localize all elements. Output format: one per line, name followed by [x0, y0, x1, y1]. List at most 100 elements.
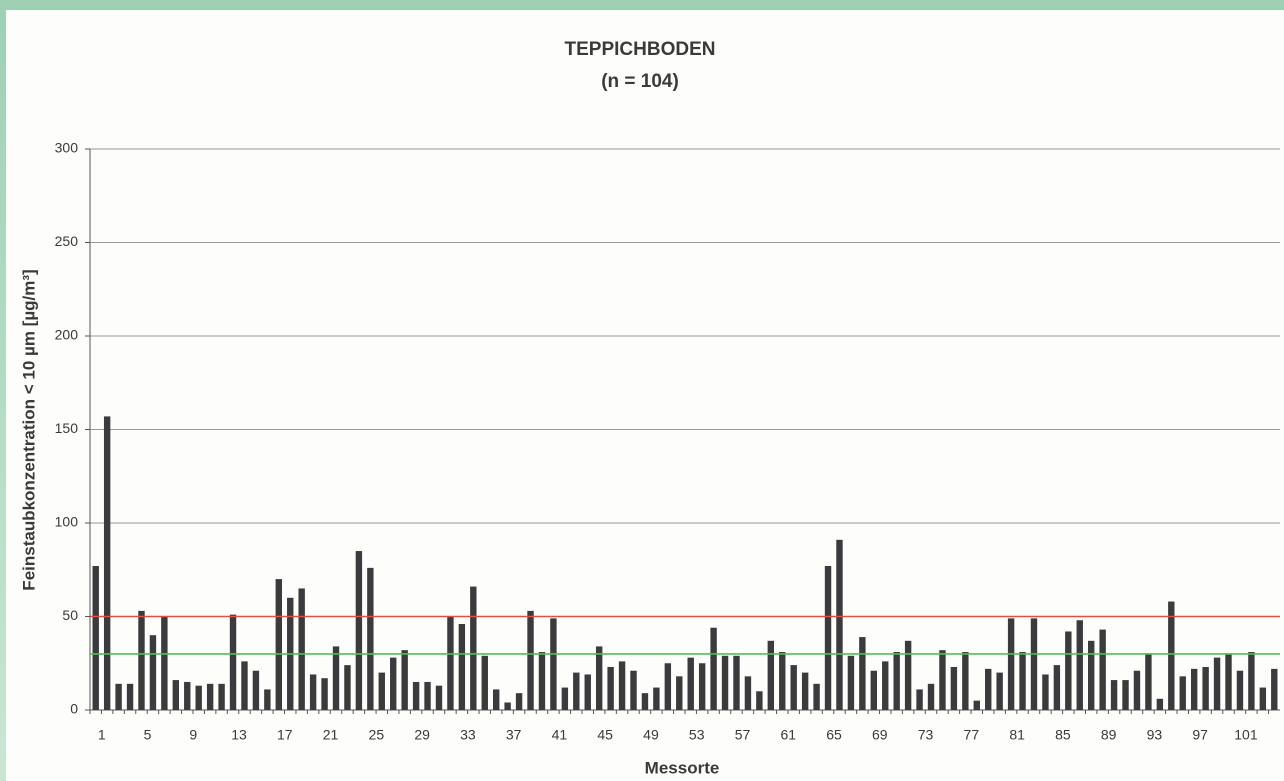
bar — [218, 683, 225, 710]
y-tick-label: 150 — [55, 420, 79, 436]
x-tick-label: 93 — [1147, 727, 1163, 743]
bar — [733, 655, 740, 710]
bar — [321, 678, 328, 710]
bar — [1225, 653, 1232, 710]
x-tick-label: 9 — [189, 727, 197, 743]
bar — [1236, 670, 1244, 710]
bar — [184, 681, 191, 710]
bar — [138, 610, 145, 710]
bar — [378, 672, 385, 710]
bar — [824, 566, 832, 710]
bar — [710, 627, 717, 710]
x-tick-label: 41 — [552, 727, 568, 743]
bar — [1133, 670, 1141, 710]
bar — [756, 691, 763, 710]
bar — [1076, 620, 1083, 710]
bar — [424, 681, 431, 710]
chart-title: TEPPICHBODEN — [565, 39, 716, 60]
bar — [92, 566, 99, 710]
bar — [309, 674, 317, 710]
x-tick-label: 77 — [964, 727, 980, 743]
bar — [721, 655, 729, 710]
bar — [584, 674, 591, 710]
x-tick-label: 1 — [98, 727, 106, 743]
bar — [115, 683, 122, 710]
bar — [653, 687, 660, 710]
x-tick-label: 21 — [323, 727, 339, 743]
bar — [962, 652, 969, 710]
chart-subtitle: (n = 104) — [601, 71, 679, 92]
bar — [1190, 668, 1198, 710]
bar — [607, 666, 614, 710]
bar — [149, 635, 157, 710]
bar — [1213, 657, 1221, 710]
bar — [1156, 698, 1164, 710]
x-tick-label: 29 — [414, 727, 430, 743]
y-tick-label: 100 — [55, 514, 79, 530]
bar — [573, 672, 580, 710]
bar — [664, 663, 672, 710]
x-tick-label: 49 — [643, 727, 659, 743]
x-tick-label: 17 — [277, 727, 293, 743]
bar — [790, 665, 797, 710]
bar — [870, 670, 877, 710]
bar — [275, 579, 282, 710]
bar — [859, 637, 866, 710]
bar — [1168, 601, 1175, 710]
bar — [950, 666, 958, 710]
x-tick-label: 89 — [1101, 727, 1117, 743]
bar — [1145, 653, 1152, 710]
bar — [1099, 629, 1106, 710]
bar — [1110, 680, 1118, 710]
bar — [390, 657, 397, 710]
bar — [1030, 618, 1038, 710]
bar — [698, 663, 706, 710]
bar — [1053, 665, 1061, 710]
bar — [618, 661, 626, 710]
bar — [126, 683, 134, 710]
bar — [687, 657, 694, 710]
bar — [550, 618, 557, 710]
bar — [927, 683, 935, 710]
bar — [161, 616, 168, 710]
bar — [103, 416, 111, 710]
y-tick-label: 50 — [62, 607, 78, 623]
bar — [561, 687, 569, 710]
x-tick-label: 53 — [689, 727, 705, 743]
x-tick-label: 65 — [826, 727, 842, 743]
x-tick-label: 33 — [460, 727, 476, 743]
y-tick-label: 0 — [70, 701, 78, 717]
bar — [996, 672, 1003, 710]
bar — [493, 689, 500, 710]
bar — [1179, 676, 1186, 710]
bar — [355, 551, 363, 710]
x-tick-label: 61 — [780, 727, 796, 743]
x-tick-label: 97 — [1192, 727, 1208, 743]
bar — [515, 693, 523, 710]
y-tick-label: 300 — [55, 140, 79, 156]
bar — [1042, 674, 1049, 710]
x-tick-label: 57 — [735, 727, 751, 743]
bar — [401, 650, 408, 710]
x-tick-label: 69 — [872, 727, 888, 743]
bar — [916, 689, 923, 710]
bar — [367, 567, 374, 710]
bar — [595, 646, 603, 710]
bar — [779, 652, 786, 710]
bar — [172, 680, 180, 710]
bar — [801, 672, 809, 710]
bar — [298, 588, 305, 710]
x-tick-label: 5 — [144, 727, 152, 743]
bar — [882, 661, 889, 710]
bar — [1271, 668, 1278, 710]
bar — [893, 652, 900, 710]
bar — [813, 683, 820, 710]
x-tick-label: 25 — [369, 727, 385, 743]
bar — [904, 640, 912, 710]
y-tick-label: 250 — [55, 233, 79, 249]
bar — [744, 676, 752, 710]
bar — [412, 681, 420, 710]
bar — [481, 655, 488, 710]
